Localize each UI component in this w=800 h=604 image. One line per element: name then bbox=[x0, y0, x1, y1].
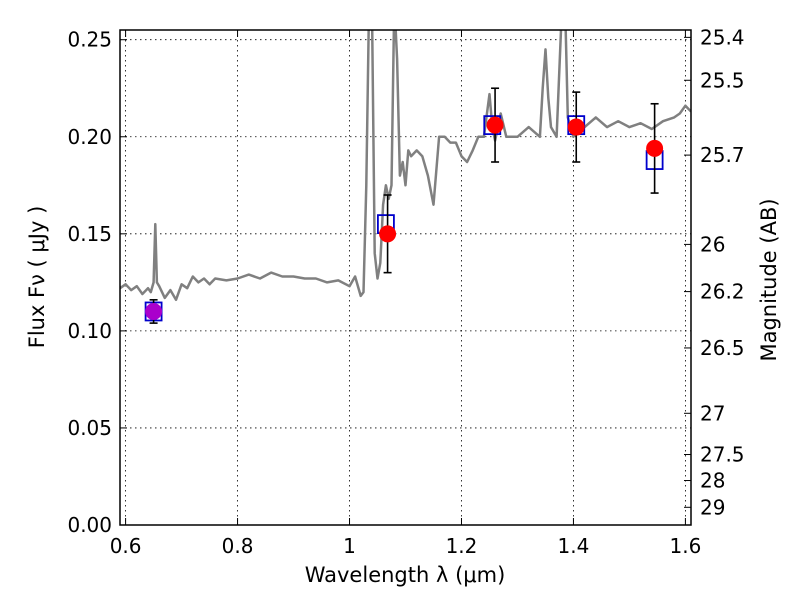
x-tick-label: 1.6 bbox=[669, 534, 701, 558]
y-tick-label: 0.20 bbox=[67, 125, 112, 149]
observed-point bbox=[486, 116, 504, 134]
right-tick-label: 25.5 bbox=[700, 68, 745, 92]
plot-frame bbox=[119, 29, 692, 526]
x-tick-label: 1.2 bbox=[446, 534, 478, 558]
x-tick-label: 1 bbox=[343, 534, 356, 558]
tick-marks bbox=[120, 30, 691, 526]
right-tick-label: 25.7 bbox=[700, 143, 745, 167]
observed-point bbox=[145, 302, 163, 320]
x-axis-label: Wavelength λ (μm) bbox=[305, 563, 506, 587]
right-tick-label: 25.4 bbox=[700, 25, 745, 49]
right-tick-label: 28 bbox=[700, 469, 725, 493]
y-tick-label: 0.05 bbox=[67, 416, 112, 440]
x-tick-label: 0.8 bbox=[222, 534, 254, 558]
observed-point bbox=[567, 118, 585, 136]
y-right-axis-label: Magnitude (AB) bbox=[757, 198, 781, 361]
right-tick-label: 27.5 bbox=[700, 443, 745, 467]
plot-area bbox=[120, 30, 691, 302]
right-tick-label: 26 bbox=[700, 232, 725, 256]
y-tick-label: 0.00 bbox=[67, 513, 112, 537]
right-tick-label: 27 bbox=[700, 401, 725, 425]
x-tick-label: 0.6 bbox=[110, 534, 142, 558]
x-tick-label: 1.4 bbox=[558, 534, 590, 558]
y-tick-label: 0.10 bbox=[67, 319, 112, 343]
observed-point bbox=[379, 225, 397, 243]
grid-lines bbox=[120, 30, 691, 526]
y-tick-label: 0.25 bbox=[67, 28, 112, 52]
right-tick-label: 29 bbox=[700, 495, 725, 519]
observed-point bbox=[646, 139, 664, 157]
spectrum-line bbox=[120, 30, 691, 302]
data-points bbox=[144, 87, 664, 324]
y-axis-label: Flux Fν ( μJy ) bbox=[25, 206, 49, 349]
right-tick-label: 26.2 bbox=[700, 280, 745, 304]
y-tick-label: 0.15 bbox=[67, 222, 112, 246]
right-tick-label: 26.5 bbox=[700, 336, 745, 360]
